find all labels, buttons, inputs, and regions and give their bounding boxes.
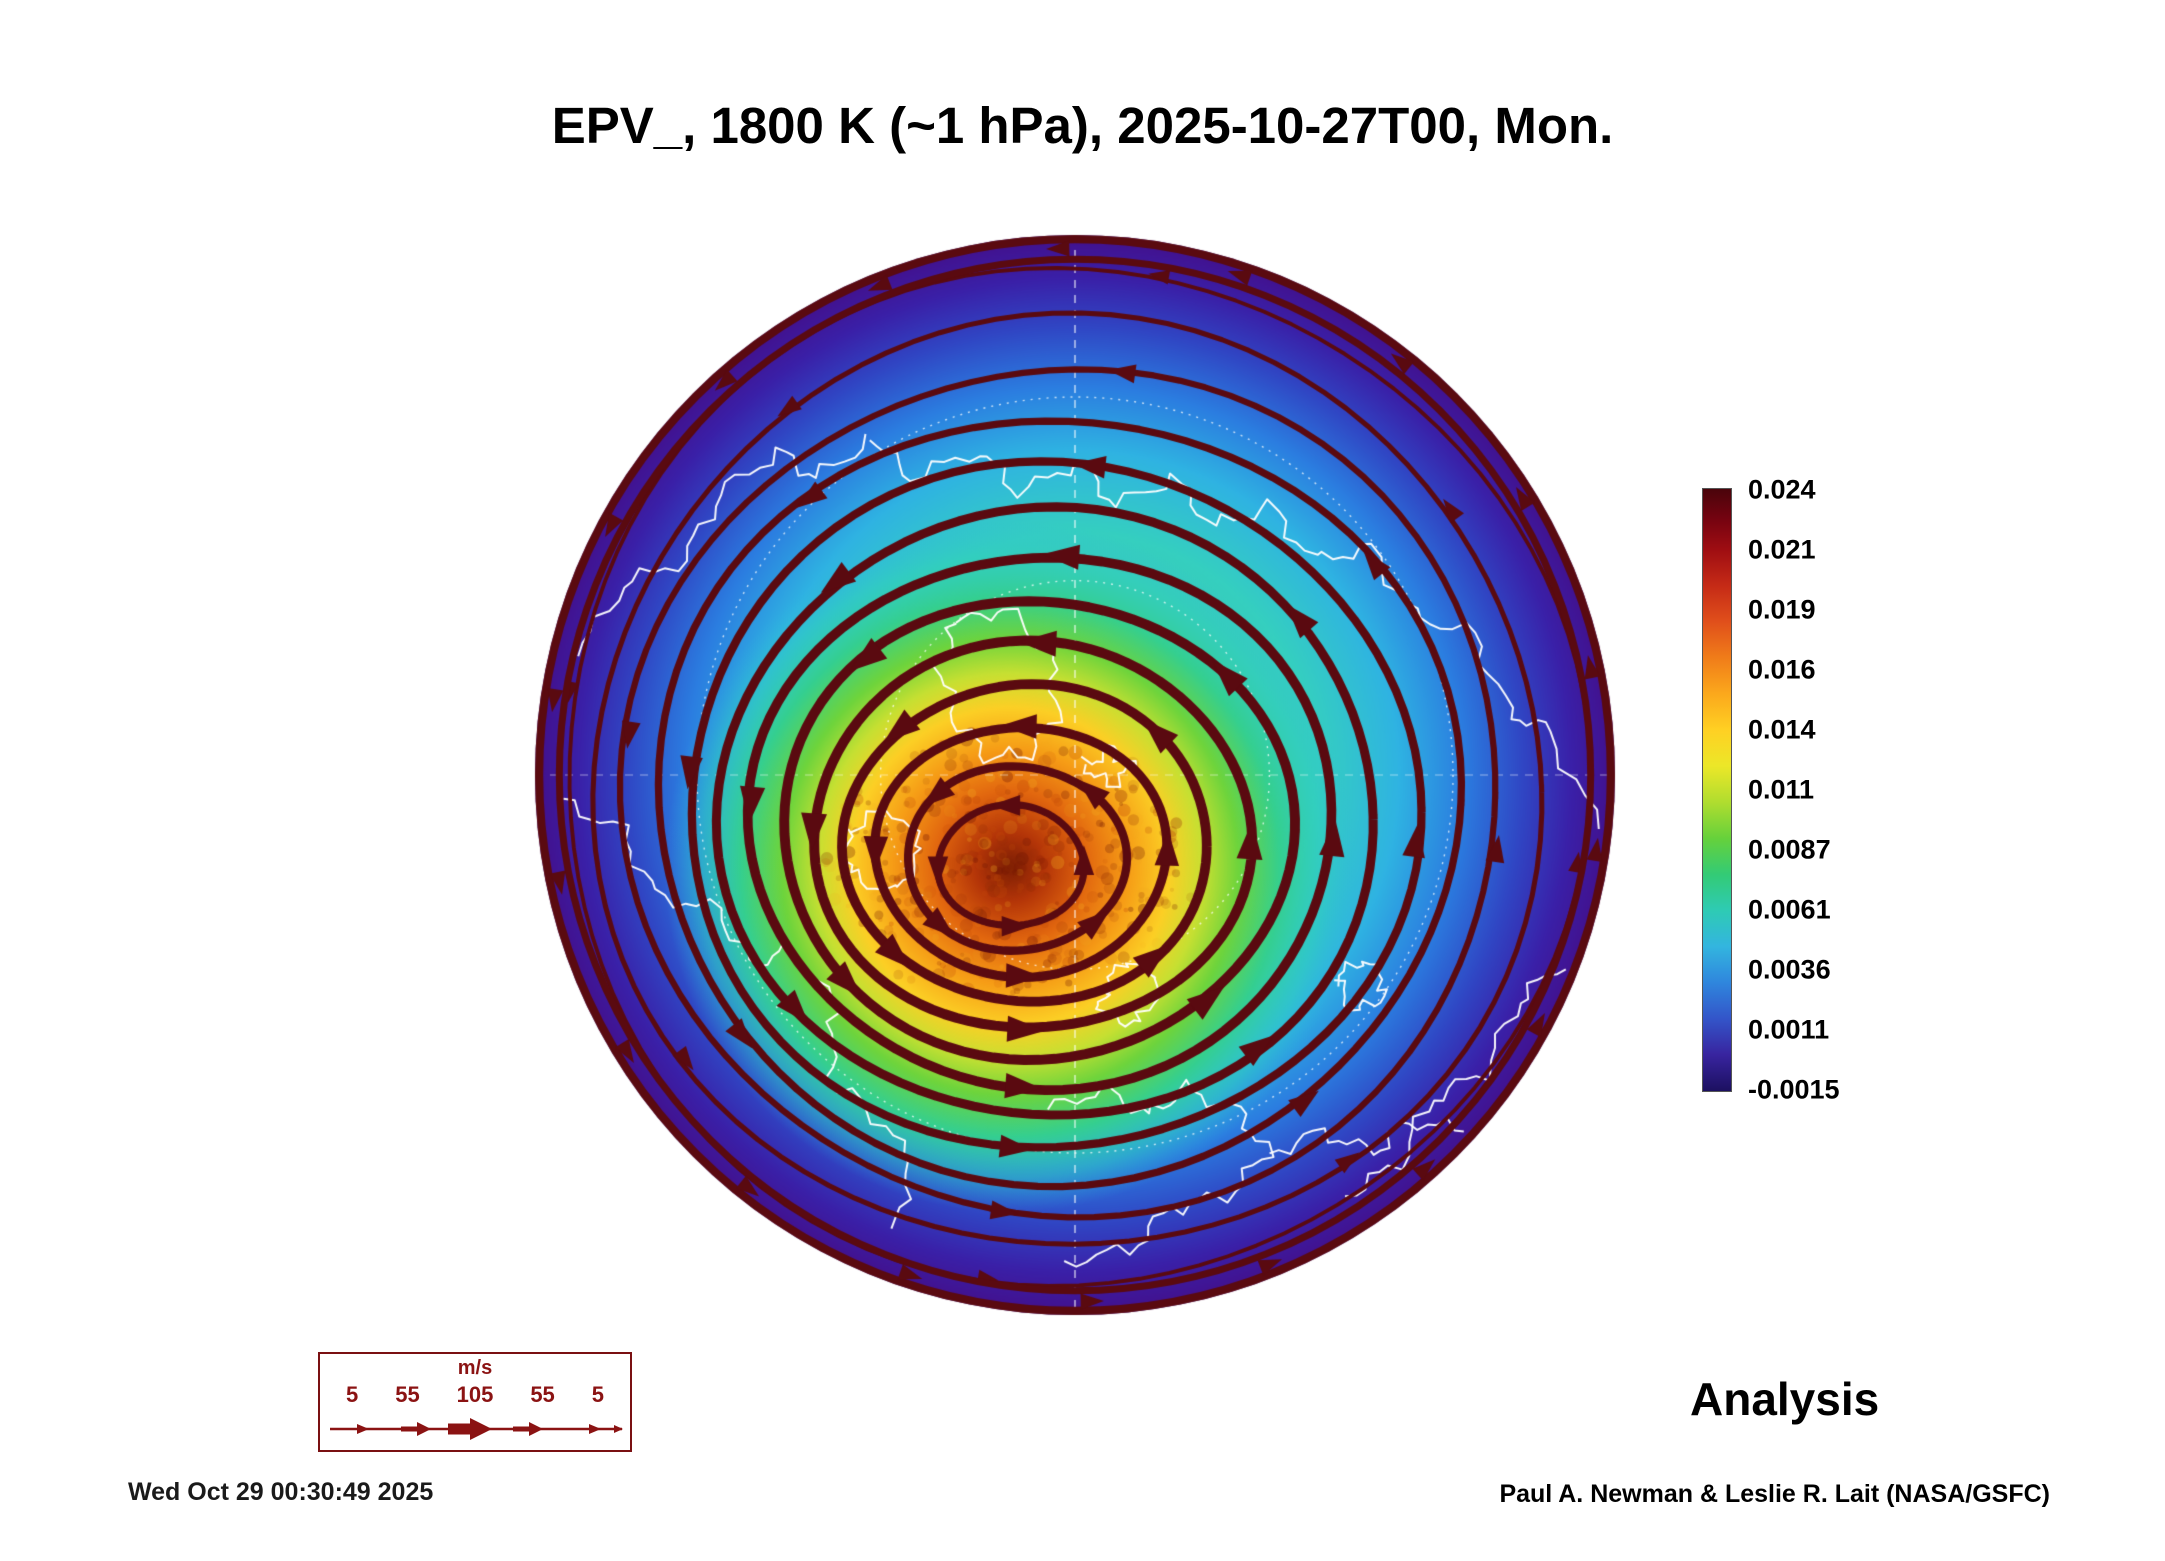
wind-scale-value: 5	[346, 1382, 359, 1407]
wind-scale-value: 55	[530, 1382, 555, 1407]
colorbar-tick: 0.021	[1748, 534, 1816, 565]
colorbar-tick: -0.0015	[1748, 1074, 1840, 1105]
colorbar-tick: 0.024	[1748, 474, 1816, 505]
wind-scale-value: 5	[591, 1382, 604, 1407]
colorbar-tick: 0.0087	[1748, 834, 1831, 865]
colorbar-gradient	[1702, 488, 1732, 1092]
credit-text: Paul A. Newman & Leslie R. Lait (NASA/GS…	[1499, 1480, 2050, 1508]
wind-scale-arrow-glyphs	[330, 1418, 623, 1440]
colorbar-tick: 0.0061	[1748, 894, 1831, 925]
colorbar-ticks: 0.024 0.021 0.019 0.016 0.014 0.011 0.00…	[1748, 475, 1908, 1105]
colorbar-tick: 0.0011	[1748, 1014, 1830, 1045]
wind-scale-legend: m/s 5 55 105 55 5	[318, 1352, 632, 1452]
creation-timestamp: Wed Oct 29 00:30:49 2025	[128, 1478, 434, 1506]
wind-scale-value: 105	[456, 1382, 494, 1407]
analysis-label: Analysis	[1690, 1373, 1880, 1425]
wind-scale-value: 55	[395, 1382, 420, 1407]
colorbar-tick: 0.0036	[1748, 954, 1831, 985]
polar-plot-canvas	[515, 215, 1635, 1335]
colorbar-tick: 0.019	[1748, 594, 1816, 625]
wind-scale-values: 5 55 105 55 5	[320, 1382, 630, 1408]
colorbar-tick: 0.014	[1748, 714, 1816, 745]
page-title: EPV_, 1800 K (~1 hPa), 2025-10-27T00, Mo…	[551, 97, 1614, 154]
colorbar-tick: 0.016	[1748, 654, 1816, 685]
colorbar-tick: 0.011	[1748, 774, 1815, 805]
wind-scale-unit: m/s	[457, 1357, 493, 1379]
